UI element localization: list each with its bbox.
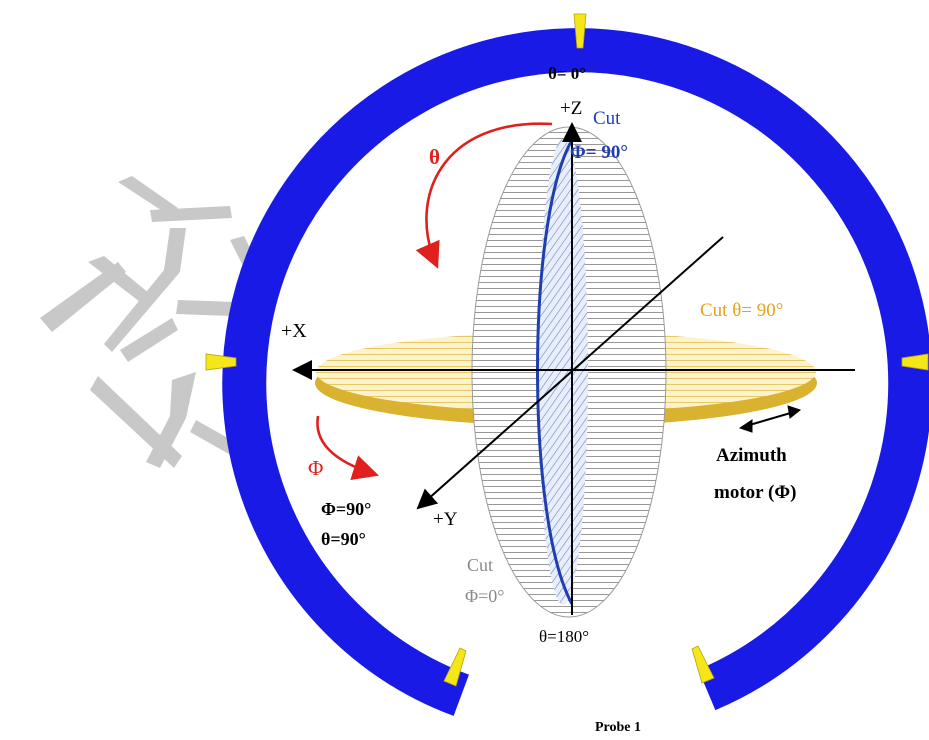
y-axis — [416, 236, 724, 510]
azimuth-label-line1: Azimuth — [716, 445, 787, 466]
phi-0-label: Φ=0° — [465, 586, 505, 606]
measurement-ring — [222, 28, 929, 716]
theta-90-left-label: θ=90° — [321, 529, 366, 549]
watermark-glyph-icon — [40, 176, 262, 468]
theta-zero-label: θ= 0° — [548, 64, 587, 83]
plus-y-label: +Y — [433, 509, 458, 530]
theta-red-label: θ — [429, 145, 440, 169]
cut-top-label: Cut — [593, 108, 621, 129]
phi-rotation-arrow-icon — [316, 415, 379, 481]
ring-marker-left — [205, 353, 237, 371]
phi-90-top-label: Φ= 90° — [570, 142, 628, 163]
ring-marker-top — [573, 13, 587, 49]
phi-90-left-label: Φ=90° — [321, 499, 372, 519]
phi-red-label: Φ — [308, 456, 324, 480]
ring-markers — [205, 13, 929, 687]
azimuth-label-line2: motor (Φ) — [714, 482, 797, 503]
cut-bottom-label: Cut — [467, 555, 494, 575]
plus-z-label: +Z — [560, 98, 583, 119]
azimuth-double-arrow-icon — [738, 405, 802, 433]
plus-x-label: +X — [281, 320, 307, 342]
axes — [292, 122, 855, 615]
ring-marker-bottom-left — [443, 647, 467, 687]
cut-theta-90-label: Cut θ= 90° — [700, 300, 784, 321]
theta-180-label: θ=180° — [539, 627, 590, 646]
probe-label: Probe 1 — [595, 720, 642, 735]
theta-rotation-arrow-icon — [415, 122, 553, 269]
ring-marker-right — [901, 353, 929, 371]
ring-marker-bottom-right — [691, 645, 715, 684]
